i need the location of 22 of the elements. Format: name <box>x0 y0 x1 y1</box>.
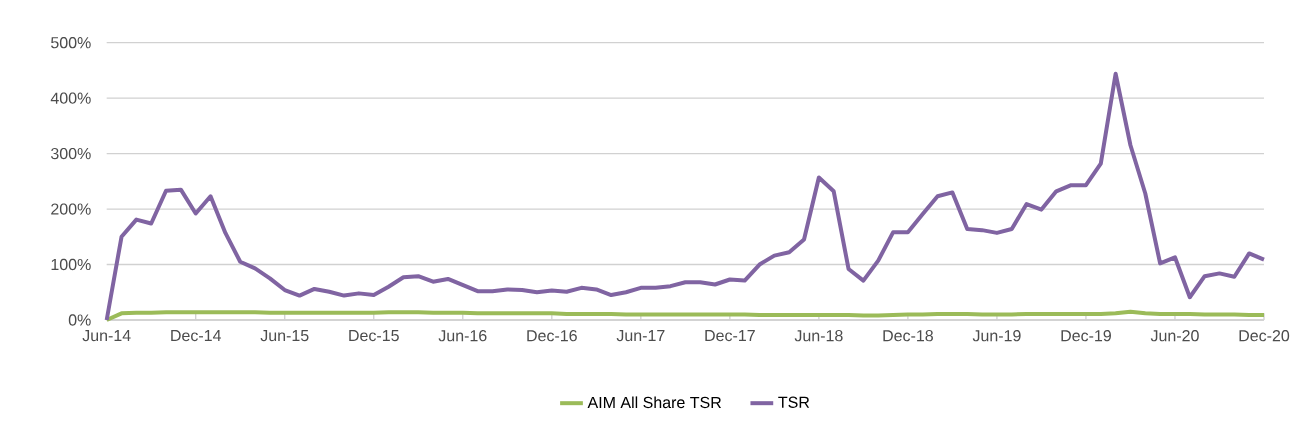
x-tick-label: Dec-19 <box>1061 330 1111 342</box>
x-tick-label: Dec-17 <box>705 330 755 342</box>
x-tick-label: Dec-16 <box>527 330 577 342</box>
legend-label: TSR <box>778 396 810 408</box>
x-tick-label: Jun-14 <box>82 330 131 342</box>
x-tick-label: Jun-18 <box>794 330 843 342</box>
x-tick-label: Dec-18 <box>883 330 933 342</box>
legend-label: AIM All Share TSR <box>587 396 722 409</box>
y-tick-label: 500% <box>51 37 91 49</box>
x-tick-label: Jun-15 <box>260 330 309 342</box>
x-tick-label: Jun-16 <box>438 330 487 342</box>
y-tick-label: 200% <box>51 203 91 215</box>
y-tick-label: 300% <box>50 147 91 160</box>
x-tick-label: Dec-20 <box>1239 330 1290 342</box>
x-tick-label: Dec-14 <box>171 330 222 342</box>
y-tick-label: 0% <box>68 314 91 326</box>
x-tick-label: Jun-17 <box>616 330 665 342</box>
x-tick-label: Jun-20 <box>1150 330 1199 342</box>
y-tick-label: 100% <box>51 258 91 271</box>
x-tick-label: Jun-19 <box>972 330 1021 342</box>
y-tick-label: 400% <box>50 92 91 104</box>
x-tick-label: Dec-15 <box>349 330 399 342</box>
